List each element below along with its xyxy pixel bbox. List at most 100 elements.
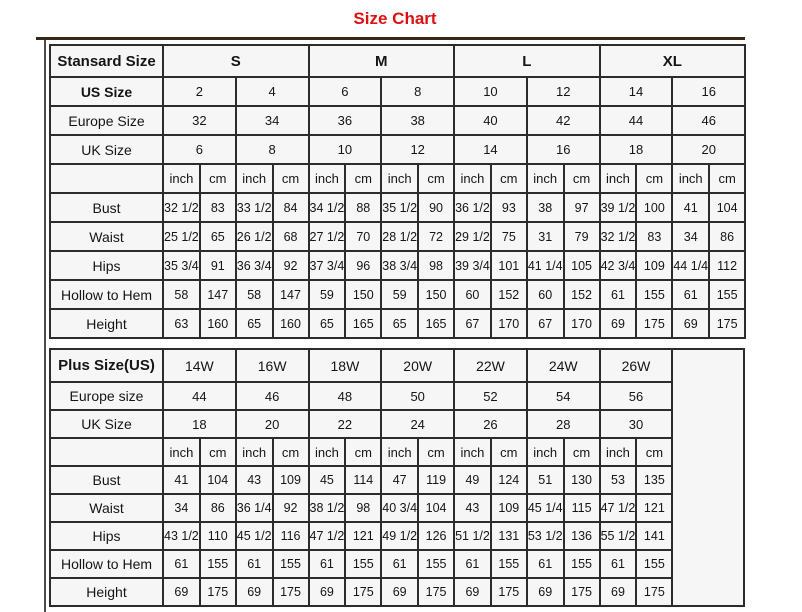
value-cell: 69	[234, 577, 274, 607]
value-cell: 12	[525, 76, 601, 107]
value-cell: 86	[708, 221, 747, 252]
value-cell: 79	[562, 221, 601, 252]
value-cell: 29 1/2	[453, 221, 492, 252]
value-cell: 36 1/2	[453, 192, 492, 223]
unit-cell: cm	[562, 437, 601, 467]
unit-cell: inch	[380, 163, 420, 194]
size-group-cell: 14W	[162, 348, 237, 383]
value-cell: 121	[635, 493, 674, 523]
value-cell: 51 1/2	[453, 521, 492, 551]
row-label-cell: Bust	[49, 465, 164, 495]
empty-cell	[49, 437, 164, 467]
value-cell: 36 3/4	[234, 250, 274, 281]
value-cell: 59	[380, 279, 420, 310]
unit-cell: inch	[234, 437, 274, 467]
size-group-cell: M	[307, 44, 456, 78]
value-cell: 136	[562, 521, 601, 551]
value-cell: 83	[198, 192, 237, 223]
value-cell: 155	[635, 279, 674, 310]
empty-cell	[49, 163, 164, 194]
value-cell: 155	[708, 279, 747, 310]
value-cell: 155	[489, 549, 528, 579]
value-cell: 4	[234, 76, 310, 107]
unit-cell: inch	[671, 163, 711, 194]
value-cell: 69	[380, 577, 420, 607]
value-cell: 18	[162, 409, 237, 439]
value-cell: 39 3/4	[453, 250, 492, 281]
value-cell: 92	[271, 493, 310, 523]
value-cell: 43	[453, 493, 492, 523]
value-cell: 42 3/4	[598, 250, 638, 281]
value-cell: 170	[489, 308, 528, 339]
value-cell: 45 1/2	[234, 521, 274, 551]
row-label-cell: Hollow to Hem	[49, 279, 164, 310]
value-cell: 46	[671, 105, 747, 136]
value-cell: 34 1/2	[307, 192, 347, 223]
value-cell: 97	[562, 192, 601, 223]
value-cell: 69	[307, 577, 347, 607]
value-cell: 50	[380, 381, 456, 411]
unit-cell: cm	[635, 163, 674, 194]
value-cell: 69	[671, 308, 711, 339]
value-cell: 38 3/4	[380, 250, 420, 281]
value-cell: 61	[234, 549, 274, 579]
table-row: Bust 32 1/2 83 33 1/2 84 34 1/2 88 35 1/2 90 36 1…	[49, 192, 747, 223]
row-label-cell: Hollow to Hem	[49, 549, 164, 579]
value-cell: 26	[453, 409, 528, 439]
value-cell: 170	[562, 308, 601, 339]
value-cell: 65	[307, 308, 347, 339]
value-cell: 67	[453, 308, 492, 339]
unit-cell: inch	[307, 163, 347, 194]
value-cell: 160	[198, 308, 237, 339]
value-cell: 45	[307, 465, 347, 495]
value-cell: 30	[598, 409, 674, 439]
value-cell: 41	[162, 465, 201, 495]
table-row: UK Size 18 20 22 24 26 28 30	[49, 409, 744, 439]
value-cell: 69	[162, 577, 201, 607]
value-cell: 100	[635, 192, 674, 223]
value-cell: 175	[271, 577, 310, 607]
value-cell: 121	[344, 521, 383, 551]
value-cell: 126	[417, 521, 456, 551]
value-cell: 98	[417, 250, 456, 281]
value-cell: 6	[307, 76, 383, 107]
value-cell: 49	[453, 465, 492, 495]
value-cell: 47 1/2	[307, 521, 347, 551]
value-cell: 16	[525, 134, 601, 165]
value-cell: 60	[453, 279, 492, 310]
value-cell: 59	[307, 279, 347, 310]
table-row: Hips 35 3/4 91 36 3/4 92 37 3/4 96 38 3/4 98 39 3…	[49, 250, 747, 281]
table-row: Bust 41 104 43 109 45 114 47 119 49 124 51 130 53 135	[49, 465, 744, 495]
unit-cell: cm	[417, 437, 456, 467]
value-cell: 16	[671, 76, 747, 107]
corner-label-cell: Stansard Size	[49, 44, 164, 78]
value-cell: 101	[489, 250, 528, 281]
unit-cell: cm	[198, 437, 237, 467]
value-cell: 61	[453, 549, 492, 579]
value-cell: 53 1/2	[525, 521, 565, 551]
value-cell: 24	[380, 409, 456, 439]
unit-cell: cm	[271, 163, 310, 194]
value-cell: 155	[417, 549, 456, 579]
value-cell: 141	[635, 521, 674, 551]
value-cell: 32	[162, 105, 237, 136]
value-cell: 160	[271, 308, 310, 339]
unit-cell: cm	[417, 163, 456, 194]
unit-cell: inch	[525, 163, 565, 194]
value-cell: 49 1/2	[380, 521, 420, 551]
unit-cell: cm	[489, 163, 528, 194]
row-label-cell: Europe Size	[49, 105, 164, 136]
value-cell: 34	[671, 221, 711, 252]
value-cell: 47	[380, 465, 420, 495]
value-cell: 6	[162, 134, 237, 165]
corner-label-cell: Plus Size(US)	[49, 348, 164, 383]
value-cell: 75	[489, 221, 528, 252]
row-label-cell: US Size	[49, 76, 164, 107]
row-label-cell: Hips	[49, 521, 164, 551]
value-cell: 8	[380, 76, 456, 107]
value-cell: 112	[708, 250, 747, 281]
unit-cell: inch	[307, 437, 347, 467]
value-cell: 40	[453, 105, 528, 136]
value-cell: 56	[598, 381, 674, 411]
value-cell: 63	[162, 308, 201, 339]
